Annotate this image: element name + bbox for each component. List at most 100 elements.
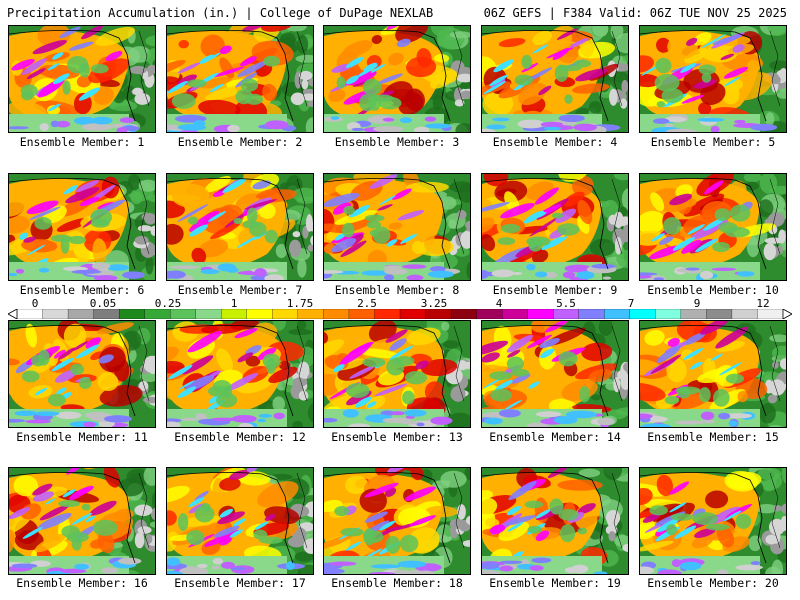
- ensemble-member-label: Ensemble Member: 4: [492, 135, 618, 149]
- ensemble-member-label: Ensemble Member: 6: [19, 283, 145, 297]
- ensemble-map-panel: [323, 25, 471, 133]
- ensemble-member-label: Ensemble Member: 17: [174, 576, 306, 590]
- precip-map: [640, 174, 786, 280]
- ensemble-member-label: Ensemble Member: 8: [334, 283, 460, 297]
- ensemble-map-panel: [639, 25, 787, 133]
- ensemble-member-label: Ensemble Member: 1: [19, 135, 145, 149]
- precip-map: [482, 468, 628, 574]
- colorbar-cell: [246, 309, 273, 319]
- colorbar-cell: [527, 309, 554, 319]
- colorbar-cell: [16, 309, 43, 319]
- colorbar-tick-label: 1.75: [286, 297, 314, 310]
- colorbar-tick-label: 7: [627, 297, 635, 310]
- colorbar-cell: [272, 309, 299, 319]
- ensemble-member-label: Ensemble Member: 7: [177, 283, 303, 297]
- ensemble-member-label: Ensemble Member: 3: [334, 135, 460, 149]
- precip-map: [482, 321, 628, 427]
- colorbar-tick-label: 0.05: [89, 297, 117, 310]
- ensemble-member-label: Ensemble Member: 16: [16, 576, 148, 590]
- ensemble-map-panel: [323, 467, 471, 575]
- ensemble-map-panel: [639, 173, 787, 281]
- colorbar-tick-label: 5.5: [556, 297, 576, 310]
- precip-map: [482, 174, 628, 280]
- map-title: Precipitation Accumulation (in.) | Colle…: [7, 6, 434, 20]
- colorbar-cell: [604, 309, 631, 319]
- precip-map: [9, 26, 155, 132]
- ensemble-map-panel: [639, 467, 787, 575]
- colorbar-cell: [706, 309, 733, 319]
- ensemble-map-panel: [323, 320, 471, 428]
- colorbar-cell: [578, 309, 605, 319]
- colorbar-cell: [170, 309, 197, 319]
- precip-map: [640, 468, 786, 574]
- colorbar-cell: [757, 309, 784, 319]
- valid-time: 06Z GEFS | F384 Valid: 06Z TUE NOV 25 20…: [483, 6, 787, 20]
- colorbar-cell: [450, 309, 478, 319]
- precip-map: [324, 26, 470, 132]
- precip-map: [482, 26, 628, 132]
- colorbar-cell: [629, 309, 656, 319]
- precip-map: [640, 26, 786, 132]
- colorbar-cell: [680, 309, 707, 319]
- precip-map: [167, 468, 313, 574]
- colorbar-left-arrow: [8, 309, 18, 319]
- precip-map: [324, 468, 470, 574]
- colorbar-cell: [195, 309, 222, 319]
- ensemble-map-panel: [8, 320, 156, 428]
- precip-map: [167, 26, 313, 132]
- ensemble-member-label: Ensemble Member: 14: [489, 430, 621, 444]
- ensemble-map-panel: [166, 25, 314, 133]
- ensemble-map-panel: [481, 320, 629, 428]
- precip-map: [9, 321, 155, 427]
- ensemble-member-label: Ensemble Member: 20: [647, 576, 779, 590]
- precip-color-bar: [8, 309, 792, 319]
- colorbar-cell: [118, 309, 146, 319]
- ensemble-member-label: Ensemble Member: 11: [16, 430, 148, 444]
- colorbar-cell: [42, 309, 69, 319]
- colorbar-cell: [221, 309, 248, 319]
- colorbar-cell: [297, 309, 324, 319]
- colorbar-tick-label: 0: [31, 297, 39, 310]
- ensemble-map-panel: [166, 467, 314, 575]
- colorbar-cell: [501, 309, 529, 319]
- colorbar-tick-label: 3.25: [420, 297, 448, 310]
- precip-map: [9, 174, 155, 280]
- precip-map: [640, 321, 786, 427]
- ensemble-member-label: Ensemble Member: 19: [489, 576, 621, 590]
- colorbar-right-arrow: [782, 309, 792, 319]
- ensemble-member-label: Ensemble Member: 13: [331, 430, 463, 444]
- colorbar-cell: [655, 309, 682, 319]
- ensemble-map-panel: [166, 320, 314, 428]
- ensemble-member-label: Ensemble Member: 5: [650, 135, 776, 149]
- ensemble-map-panel: [8, 467, 156, 575]
- colorbar-cell: [476, 309, 503, 319]
- precip-map: [167, 174, 313, 280]
- precip-map: [167, 321, 313, 427]
- ensemble-map-panel: [8, 173, 156, 281]
- ensemble-member-label: Ensemble Member: 10: [647, 283, 779, 297]
- precip-map: [324, 174, 470, 280]
- ensemble-map-panel: [323, 173, 471, 281]
- colorbar-cell: [399, 309, 426, 319]
- colorbar-cell: [731, 309, 758, 319]
- colorbar-tick-label: 9: [693, 297, 701, 310]
- colorbar-cell: [93, 309, 120, 319]
- colorbar-cell: [425, 309, 452, 319]
- colorbar-cell: [144, 309, 171, 319]
- ensemble-member-label: Ensemble Member: 18: [331, 576, 463, 590]
- colorbar-cell: [553, 309, 580, 319]
- ensemble-member-label: Ensemble Member: 2: [177, 135, 303, 149]
- colorbar-tick-label: 0.25: [154, 297, 182, 310]
- colorbar-cell: [323, 309, 350, 319]
- colorbar-cell: [374, 309, 401, 319]
- colorbar-cell: [348, 309, 375, 319]
- colorbar-tick-label: 1: [230, 297, 238, 310]
- ensemble-member-label: Ensemble Member: 15: [647, 430, 779, 444]
- ensemble-map-panel: [8, 25, 156, 133]
- ensemble-map-panel: [166, 173, 314, 281]
- ensemble-member-label: Ensemble Member: 12: [174, 430, 306, 444]
- ensemble-map-panel: [639, 320, 787, 428]
- colorbar-tick-label: 12: [756, 297, 770, 310]
- precip-map: [9, 468, 155, 574]
- ensemble-map-panel: [481, 467, 629, 575]
